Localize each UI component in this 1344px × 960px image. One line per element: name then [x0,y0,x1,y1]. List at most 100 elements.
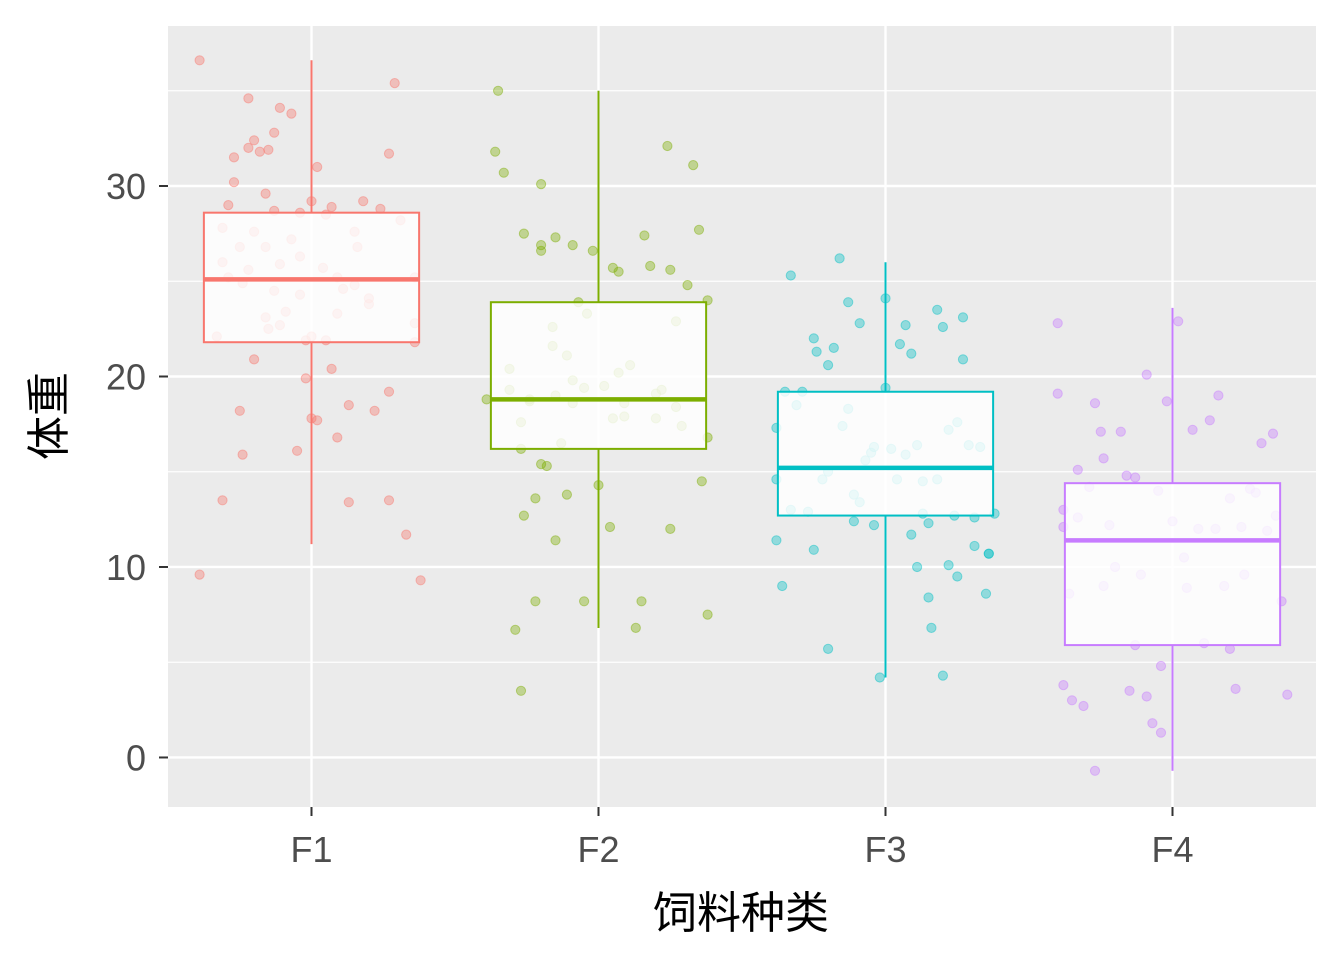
data-point [823,360,834,371]
data-point [983,548,994,559]
data-point [228,177,240,188]
data-point [401,529,412,540]
data-point [808,333,819,344]
data-point [536,245,547,256]
data-point [343,400,354,411]
data-point [665,523,676,535]
data-point [1052,318,1063,329]
data-point [194,55,205,66]
box-series [202,60,1282,771]
data-point [234,405,245,416]
data-point [1078,700,1089,712]
data-point [952,571,963,582]
plot-panel [168,26,1316,807]
data-point [243,142,254,153]
box [1063,482,1282,647]
data-point [1204,415,1215,426]
data-point [243,93,254,104]
x-axis-title: 饲料种类 [653,888,829,939]
data-point [923,518,934,529]
data-point [604,521,616,533]
data-point [263,144,274,155]
data-point [1155,660,1167,672]
data-point [383,495,395,506]
data-point [688,160,699,171]
data-point [415,575,426,586]
data-point [868,520,880,531]
data-point [312,415,323,426]
data-point [1066,695,1078,706]
data-point [702,609,713,620]
data-point [312,161,323,173]
data-point [1115,426,1126,437]
data-point [550,535,561,546]
data-point [777,580,788,592]
data-point [682,280,693,291]
data-point [274,102,285,114]
x-tick-label: F1 [290,829,332,870]
data-point [923,592,934,603]
y-tick-label: 30 [106,166,146,207]
data-point [561,489,573,500]
data-point [645,260,656,272]
data-point [693,224,705,235]
data-point [518,510,530,521]
data-point [228,152,240,163]
data-point [518,228,530,239]
data-point [194,569,205,580]
data-point [665,264,676,275]
data-point [587,245,598,256]
data-point [926,622,937,634]
data-point [1213,390,1224,401]
data-point [937,670,949,681]
data-point [957,312,969,323]
data-point [1161,396,1172,407]
data-point [579,596,590,607]
data-point [343,497,354,508]
data-point [1230,683,1241,695]
data-point [493,85,504,96]
x-tick-label: F2 [577,829,619,870]
data-point [286,108,297,119]
data-point [662,140,673,152]
data-point [249,354,260,365]
data-point [894,339,906,350]
data-point [1173,316,1184,327]
data-point [300,373,311,384]
y-tick-label: 10 [106,547,146,588]
data-point [1124,685,1135,696]
data-point [1187,424,1198,435]
data-point [260,188,271,199]
axes: 0 10 20 30 F1 F2 F3 F4 [106,166,1194,870]
data-point [481,394,492,405]
data-point [510,624,521,635]
data-point [811,346,822,357]
data-point [1141,369,1152,380]
data-point [848,516,860,527]
y-tick-label: 0 [126,737,146,778]
data-point [498,167,509,178]
data-point [1095,426,1106,437]
data-point [823,643,834,655]
data-point [1089,765,1101,776]
data-point [854,318,865,329]
data-point [292,445,303,456]
data-point [932,304,943,315]
box [489,301,708,450]
data-point [223,200,234,211]
data-point [636,596,647,607]
data-point [237,449,248,460]
data-point [808,544,819,555]
data-point [530,596,541,607]
data-point [613,266,624,277]
data-point [906,348,917,359]
data-point [1121,470,1132,481]
data-point [980,588,992,599]
data-point [912,561,923,573]
data-point [490,146,501,157]
data-point [541,460,552,472]
data-point [389,78,400,89]
data-point [515,685,527,696]
data-point [1155,727,1167,738]
